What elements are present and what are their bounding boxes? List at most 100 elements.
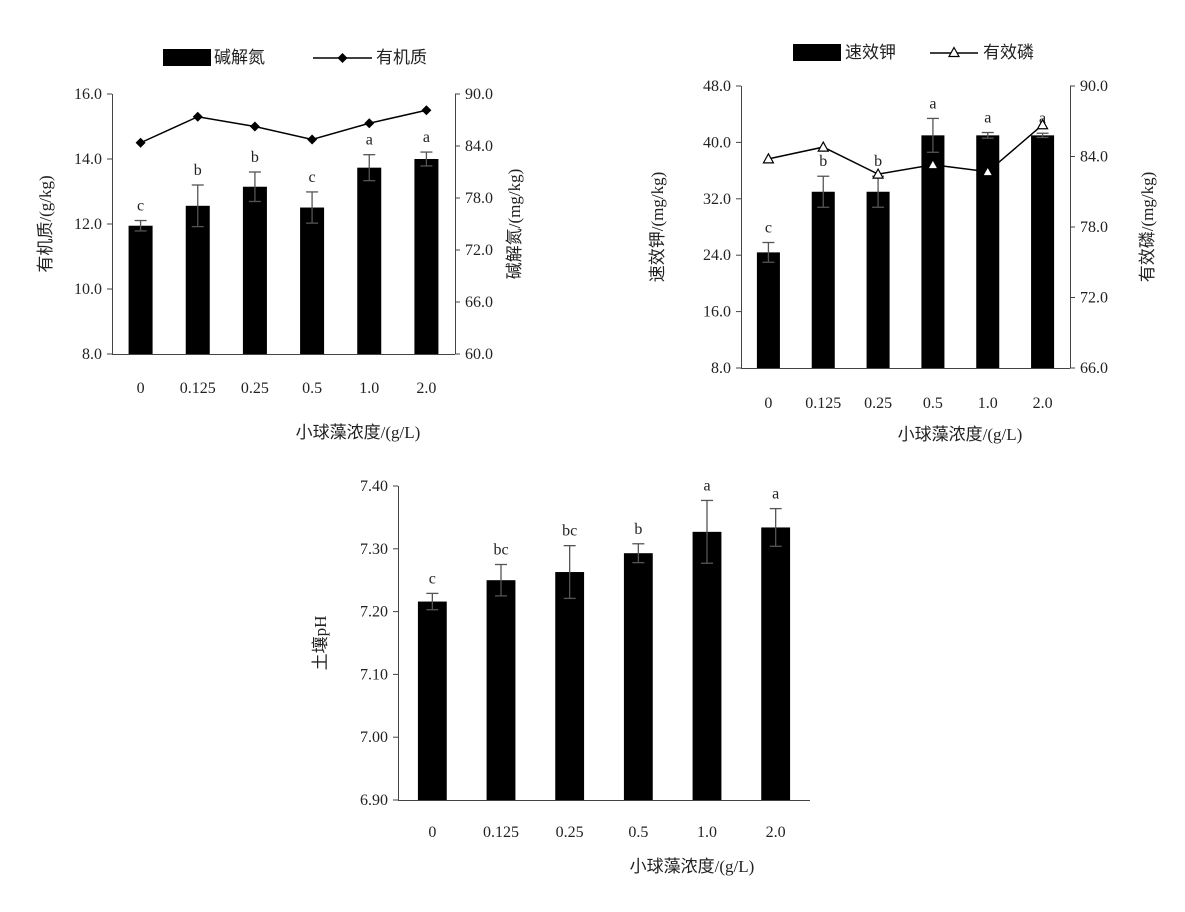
data-point-diamond (249, 121, 260, 132)
x-tick-label: 0.5 (302, 380, 322, 397)
y-axis-label: 土壤pH (310, 616, 330, 671)
data-point-triangle (872, 167, 885, 179)
y-axis-left-label: 速效钾/(mg/kg) (648, 172, 667, 283)
data-point-triangle (1036, 118, 1049, 130)
legend-label-bar: 碱解氮 (214, 48, 265, 67)
legend-diamond-icon (337, 53, 348, 63)
bar (357, 167, 382, 354)
legend-swatch-bar (793, 44, 841, 61)
bar (976, 135, 1000, 368)
significance-label: b (634, 521, 642, 538)
y-tick-label-left: 8.0 (82, 346, 102, 363)
data-point-triangle (926, 158, 939, 170)
bar (761, 527, 791, 800)
y-tick-label-right: 66.0 (465, 294, 493, 311)
significance-label: b (874, 153, 882, 170)
x-tick-label: 0.125 (180, 380, 216, 397)
y-tick-label-right: 72.0 (1080, 290, 1108, 307)
y-axis-right-label: 有效磷/(mg/kg) (1138, 172, 1157, 283)
x-tick-label: 0.125 (805, 395, 841, 412)
y-tick-label-left: 16.0 (703, 304, 731, 321)
bar (921, 135, 945, 368)
y-tick-label-right: 78.0 (465, 190, 493, 207)
x-tick-label: 0 (137, 380, 145, 397)
significance-label: a (423, 129, 430, 146)
x-tick-label: 2.0 (766, 824, 786, 841)
y-tick-label-left: 48.0 (703, 78, 731, 95)
significance-label: bc (493, 542, 508, 559)
x-tick-label: 1.0 (697, 824, 717, 841)
legend-label-line: 有机质 (376, 48, 427, 67)
y-tick-label-left: 7.40 (360, 478, 388, 495)
y-axis-left-label: 有机质/(g/kg) (36, 175, 55, 272)
significance-label: bc (562, 523, 577, 540)
legend-label-bar: 速效钾 (845, 43, 896, 62)
bar (242, 186, 267, 354)
bar (811, 191, 835, 368)
bar (555, 572, 585, 800)
x-tick-label: 0 (764, 395, 772, 412)
data-point-diamond (364, 118, 375, 129)
y-tick-label-left: 7.30 (360, 541, 388, 558)
x-tick-label: 0.5 (923, 395, 943, 412)
series-line (768, 124, 1044, 175)
x-tick-label: 2.0 (1033, 395, 1053, 412)
bar (692, 531, 722, 800)
bar (486, 580, 516, 800)
bar (756, 252, 780, 368)
significance-label: c (137, 198, 144, 215)
bar (1031, 135, 1055, 368)
legend-label-line: 有效磷 (983, 43, 1034, 62)
significance-label: a (929, 95, 936, 112)
y-tick-label-left: 12.0 (74, 216, 102, 233)
significance-label: c (429, 570, 436, 587)
chart-marks: 6.90 7.00 7.10 7.20 7.30 7.40 0 0.125 0.25 0.5 1.0… (360, 477, 791, 841)
y-tick-label-left: 6.90 (360, 792, 388, 809)
legend: 碱解氮 有机质 (163, 48, 427, 67)
significance-label: a (366, 132, 373, 149)
chart-marks: 8.0 10.0 12.0 14.0 16.0 60.0 66.0 72.0 78.0 84.0 9… (74, 86, 493, 397)
chart-soil-ph: 6.90 7.00 7.10 7.20 7.30 7.40 0 0.125 0.25 0.5 1.0… (310, 477, 810, 876)
y-tick-label-left: 16.0 (74, 86, 102, 103)
legend: 速效钾 有效磷 (793, 43, 1034, 62)
data-point-triangle (981, 165, 994, 177)
y-tick-label-left: 8.0 (711, 360, 731, 377)
x-tick-label: 0.5 (628, 824, 648, 841)
y-tick-label-left: 32.0 (703, 191, 731, 208)
x-tick-label: 0.125 (483, 824, 519, 841)
y-tick-label-right: 60.0 (465, 346, 493, 363)
bar (128, 225, 153, 354)
x-tick-label: 0.25 (864, 395, 892, 412)
y-tick-label-left: 7.20 (360, 604, 388, 621)
y-tick-label-left: 24.0 (703, 247, 731, 264)
significance-label: a (984, 110, 991, 127)
y-tick-label-right: 72.0 (465, 242, 493, 259)
x-axis-label: 小球藻浓度/(g/L) (296, 423, 421, 442)
chart-nitrogen-organic-matter: 碱解氮 有机质 8.0 10.0 12.0 14.0 16.0 60.0 66.0 72.0 7… (36, 48, 524, 442)
series-line (140, 109, 427, 144)
y-axis-right-label: 碱解氮/(mg/kg) (505, 169, 524, 280)
x-axis-label: 小球藻浓度/(g/L) (898, 425, 1023, 444)
bar (866, 191, 890, 368)
chart-potassium-phosphorus: 速效钾 有效磷 8.0 16.0 24.0 32.0 40.0 48.0 66.0 72.0 7… (648, 43, 1157, 444)
data-point-diamond (135, 137, 146, 148)
significance-label: b (194, 162, 202, 179)
data-point-diamond (307, 134, 318, 145)
significance-label: b (819, 153, 827, 170)
y-tick-label-right: 78.0 (1080, 219, 1108, 236)
bar (623, 553, 653, 800)
bar (414, 159, 439, 354)
y-tick-label-left: 10.0 (74, 281, 102, 298)
y-tick-label-right: 84.0 (1080, 149, 1108, 166)
y-tick-label-left: 7.00 (360, 729, 388, 746)
y-tick-label-right: 90.0 (1080, 78, 1108, 95)
significance-label: a (772, 486, 779, 503)
significance-label: a (703, 477, 710, 494)
bar (300, 207, 325, 354)
y-tick-label-left: 40.0 (703, 134, 731, 151)
x-tick-label: 0 (428, 824, 436, 841)
legend-swatch-bar (163, 49, 211, 66)
significance-label: b (251, 149, 259, 166)
y-tick-label-right: 84.0 (465, 138, 493, 155)
